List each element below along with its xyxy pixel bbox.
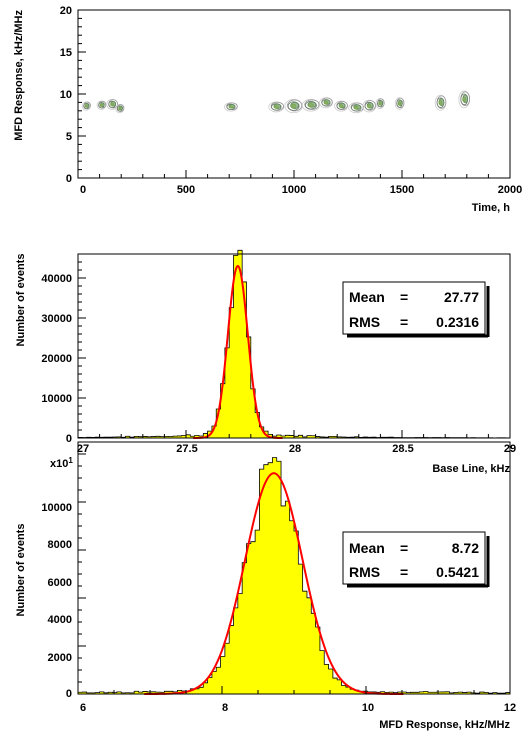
contour-ring: [228, 105, 234, 109]
x-tick-label: 2000: [498, 184, 522, 196]
stats-equals: =: [400, 564, 408, 580]
contour-ring: [438, 100, 443, 106]
y-tick-label: 15: [60, 47, 72, 59]
contour-ring: [366, 104, 372, 109]
contour-ring: [378, 101, 382, 106]
x-axis-label: Base Line, kHz: [432, 463, 510, 475]
x-tick-label: 1500: [390, 184, 414, 196]
stats-mean-value: 27.77: [444, 289, 479, 305]
y-tick-label: 10000: [41, 502, 72, 514]
contour-ring: [99, 103, 103, 107]
y-tick-label: 30000: [41, 313, 72, 325]
y-tick-label: 20: [60, 5, 72, 17]
axis-ticks: [77, 253, 511, 439]
stats-equals: =: [400, 540, 408, 556]
x-tick-label: 10: [362, 702, 374, 714]
y-tick-label: 0: [66, 433, 72, 445]
contour-ring: [323, 100, 329, 105]
panel-time-series: 0 500 1000 1500 2000 0 5 10 15 20 Time, …: [13, 5, 522, 214]
axis-ticks: [77, 9, 511, 179]
y-tick-label: 0: [66, 173, 72, 185]
contour-ring: [118, 107, 122, 111]
x-tick-label: 28.5: [392, 443, 413, 455]
y-tick-label: 6000: [48, 577, 72, 589]
contour-ring: [290, 103, 297, 109]
x-axis-label: Time, h: [472, 202, 511, 214]
gaussian-fit-curve: [144, 472, 404, 695]
stats-rms-value: 0.2316: [436, 314, 479, 330]
stats-equals: =: [400, 314, 408, 330]
stats-rms-label: RMS: [349, 314, 380, 330]
y-tick-label: 40000: [41, 273, 72, 285]
contour-ring: [353, 105, 359, 110]
y-axis-label: Number of events: [15, 524, 27, 617]
contour-ring: [397, 101, 402, 106]
histogram-bars: [77, 249, 511, 439]
stats-mean-value: 8.72: [452, 540, 479, 556]
contour-ring: [308, 103, 314, 108]
y-tick-label: 10: [60, 89, 72, 101]
stats-mean-label: Mean: [349, 540, 385, 556]
x-tick-label: 27.5: [176, 443, 197, 455]
contour-ring: [287, 99, 303, 112]
histogram-fill: [77, 249, 511, 439]
x-tick-label: 27: [77, 443, 89, 455]
stats-rms-label: RMS: [349, 564, 380, 580]
y-tick-label: 8000: [48, 539, 72, 551]
y-axis-label: MFD Response, kHz/MHz: [13, 10, 25, 141]
stats-box: Mean = 8.72 RMS = 0.5421: [342, 531, 490, 588]
y-tick-label: 5: [66, 131, 72, 143]
x-tick-label: 6: [80, 702, 86, 714]
x-tick-label: 12: [504, 702, 516, 714]
x-tick-label: 8: [222, 702, 228, 714]
stats-equals: =: [400, 289, 408, 305]
contour-ring: [273, 105, 279, 109]
axis-ticks: [77, 441, 511, 695]
y-tick-label: 0: [66, 688, 72, 700]
histogram-fill: [77, 457, 511, 695]
contour-ring: [338, 104, 344, 108]
x-tick-label: 500: [177, 184, 195, 196]
histogram-bars: [77, 457, 511, 695]
y-tick-label: 20000: [41, 353, 72, 365]
panel-mfd-histogram: Mean = 8.72 RMS = 0.5421 x101 6 8 10 12 …: [15, 441, 516, 731]
contour-ring: [304, 101, 317, 110]
stats-mean-label: Mean: [349, 289, 385, 305]
contour-ring: [84, 104, 88, 108]
panel-baseline-histogram: Mean = 27.77 RMS = 0.2316 27 27.5 28 28.…: [15, 249, 516, 475]
stats-box: Mean = 27.77 RMS = 0.2316: [342, 281, 490, 338]
contour-ring: [462, 96, 467, 103]
contour-ring: [110, 102, 115, 107]
stats-rms-value: 0.5421: [436, 564, 479, 580]
y-tick-label: 4000: [48, 614, 72, 626]
y-tick-label: 10000: [41, 393, 72, 405]
x-axis-label: MFD Response, kHz/MHz: [379, 719, 510, 731]
y-multiplier: x101: [50, 456, 73, 470]
x-tick-label: 1000: [282, 184, 306, 196]
contour-ring: [287, 101, 300, 111]
plot-frame: [77, 9, 511, 179]
x-tick-label: 0: [80, 184, 86, 196]
contour-ring: [304, 99, 320, 110]
y-tick-label: 2000: [48, 652, 72, 664]
contour-clusters: [81, 90, 471, 114]
contour-ring: [301, 98, 320, 112]
y-axis-label: Number of events: [15, 254, 27, 347]
x-tick-label: 28: [289, 443, 301, 455]
